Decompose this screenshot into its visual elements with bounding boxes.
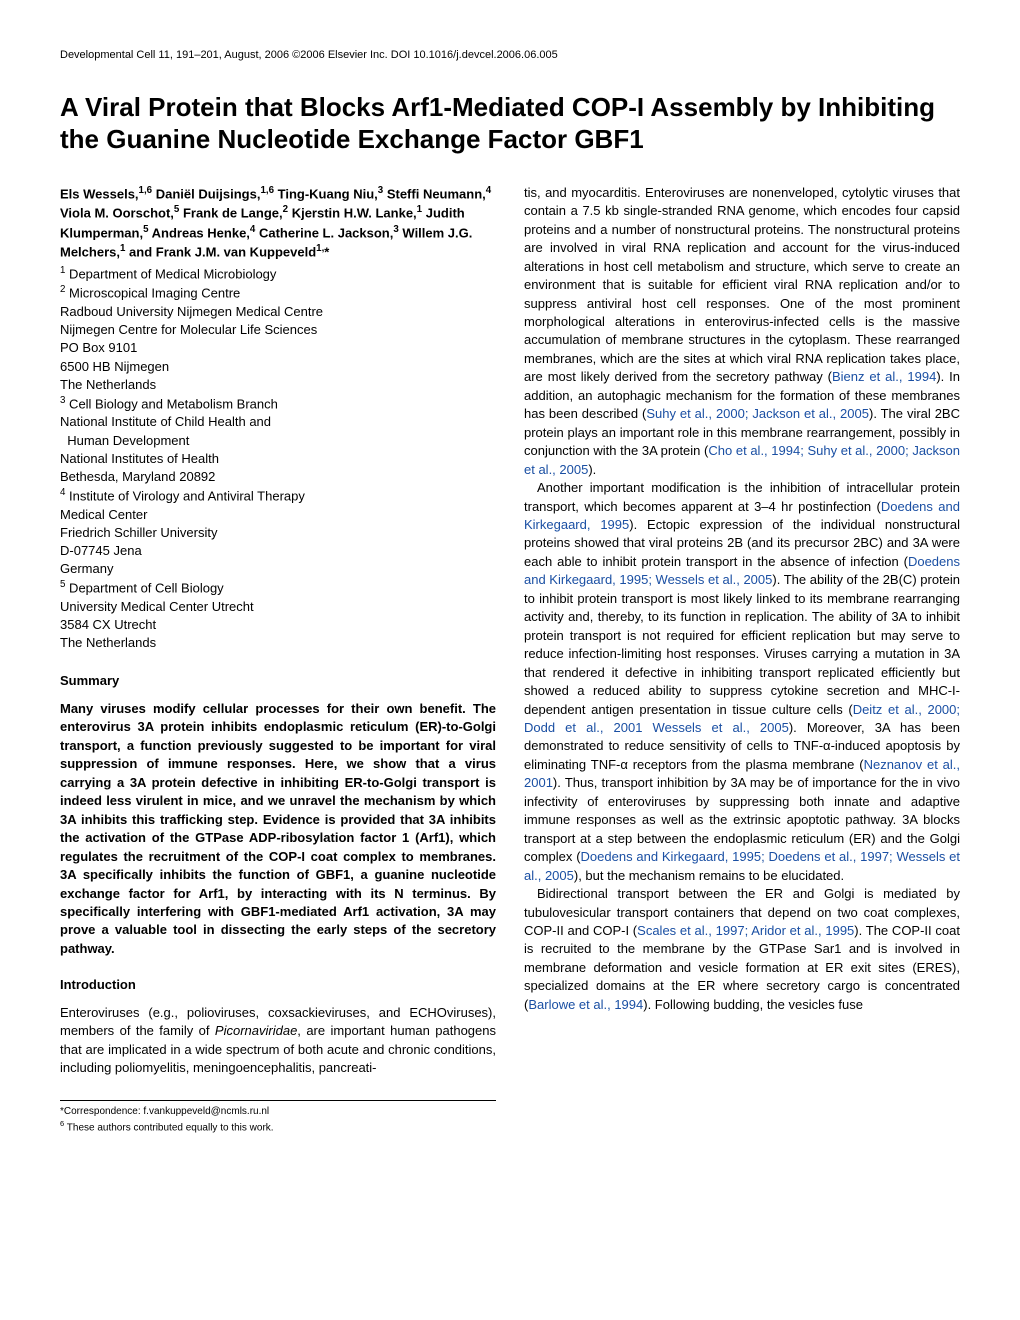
- affiliation-line: 1 Department of Medical Microbiology: [60, 264, 496, 284]
- body-paragraph-2: Another important modification is the in…: [524, 479, 960, 885]
- body-paragraph-1: tis, and myocarditis. Enteroviruses are …: [524, 184, 960, 479]
- affiliation-line: 3584 CX Utrecht: [60, 616, 496, 634]
- affiliation-line: Bethesda, Maryland 20892: [60, 468, 496, 486]
- affiliation-line: Friedrich Schiller University: [60, 524, 496, 542]
- intro-paragraph-1: Enteroviruses (e.g., polioviruses, coxsa…: [60, 1004, 496, 1078]
- affiliation-line: 3 Cell Biology and Metabolism Branch: [60, 394, 496, 414]
- right-column: tis, and myocarditis. Enteroviruses are …: [524, 184, 960, 1135]
- affiliation-line: 6500 HB Nijmegen: [60, 358, 496, 376]
- author-list: Els Wessels,1,6 Daniël Duijsings,1,6 Tin…: [60, 184, 496, 262]
- affiliation-line: The Netherlands: [60, 376, 496, 394]
- affiliation-line: National Institute of Child Health and: [60, 413, 496, 431]
- correspondence-footnote: *Correspondence: f.vankuppeveld@ncmls.ru…: [60, 1105, 496, 1119]
- footnotes: *Correspondence: f.vankuppeveld@ncmls.ru…: [60, 1100, 496, 1135]
- summary-text: Many viruses modify cellular processes f…: [60, 700, 496, 958]
- affiliation-line: The Netherlands: [60, 634, 496, 652]
- affiliation-line: Medical Center: [60, 506, 496, 524]
- affiliation-line: Radboud University Nijmegen Medical Cent…: [60, 303, 496, 321]
- left-column: Els Wessels,1,6 Daniël Duijsings,1,6 Tin…: [60, 184, 496, 1135]
- affiliation-line: D-07745 Jena: [60, 542, 496, 560]
- equal-contrib-footnote: 6 These authors contributed equally to t…: [60, 1119, 496, 1135]
- affiliation-line: 2 Microscopical Imaging Centre: [60, 283, 496, 303]
- introduction-heading: Introduction: [60, 976, 496, 994]
- affiliation-line: Human Development: [60, 432, 496, 450]
- affiliation-line: National Institutes of Health: [60, 450, 496, 468]
- affiliations-block: 1 Department of Medical Microbiology2 Mi…: [60, 264, 496, 653]
- journal-header: Developmental Cell 11, 191–201, August, …: [60, 48, 960, 63]
- two-column-layout: Els Wessels,1,6 Daniël Duijsings,1,6 Tin…: [60, 184, 960, 1135]
- summary-heading: Summary: [60, 672, 496, 690]
- affiliation-line: University Medical Center Utrecht: [60, 598, 496, 616]
- affiliation-line: PO Box 9101: [60, 339, 496, 357]
- body-paragraph-3: Bidirectional transport between the ER a…: [524, 885, 960, 1014]
- affiliation-line: Germany: [60, 560, 496, 578]
- affiliation-line: 5 Department of Cell Biology: [60, 578, 496, 598]
- article-title: A Viral Protein that Blocks Arf1-Mediate…: [60, 91, 960, 156]
- affiliation-line: 4 Institute of Virology and Antiviral Th…: [60, 486, 496, 506]
- affiliation-line: Nijmegen Centre for Molecular Life Scien…: [60, 321, 496, 339]
